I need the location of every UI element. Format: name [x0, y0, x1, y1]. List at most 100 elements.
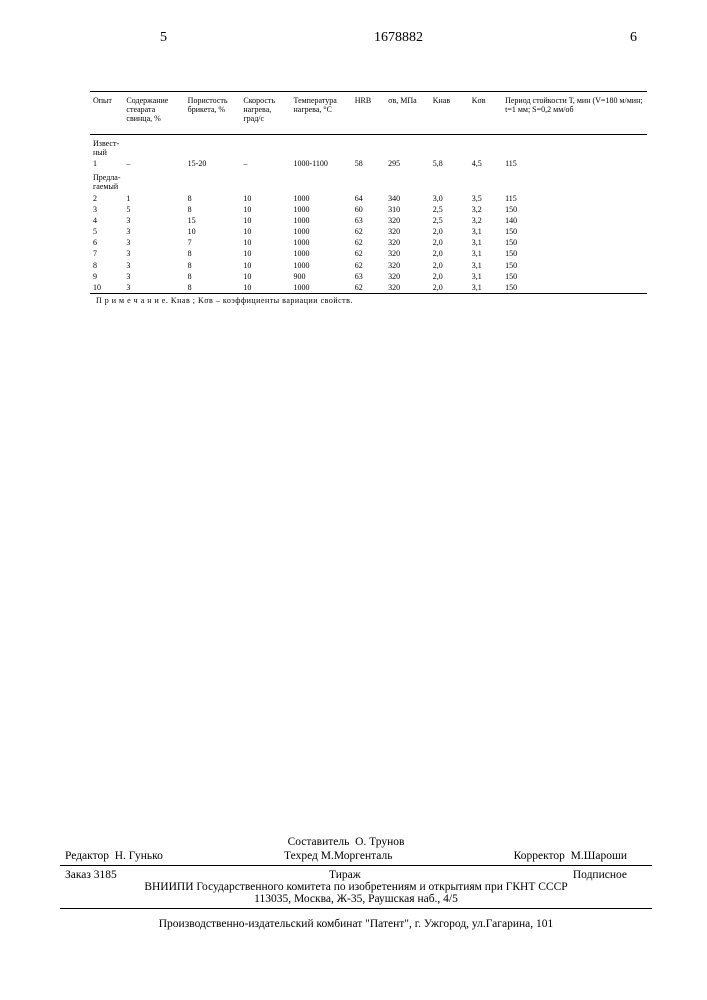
corrector: Корректор М.Шароши [514, 850, 627, 862]
table-cell: 320 [385, 237, 430, 248]
table-cell: 1000 [290, 248, 351, 259]
table-cell: 3,2 [469, 215, 502, 226]
table-cell: 10 [240, 226, 290, 237]
table-cell: 10 [240, 260, 290, 271]
table-body: Извест- ный1–15-20–1000-1100582955,84,51… [90, 134, 647, 294]
table-cell: 320 [385, 215, 430, 226]
table-cell: 320 [385, 271, 430, 282]
table-cell: 2,0 [430, 260, 469, 271]
table-cell: – [123, 158, 184, 169]
table-cell: 2 [90, 193, 123, 204]
divider [60, 865, 652, 866]
table-cell: 3,5 [469, 193, 502, 204]
table-cell: 310 [385, 204, 430, 215]
table-row: 5310101000623202,03,1150 [90, 226, 647, 237]
table-cell: 1000 [290, 260, 351, 271]
publisher-line1: ВНИИПИ Государственного комитета по изоб… [60, 881, 652, 893]
column-header: Kнав [430, 92, 469, 135]
table-cell: 320 [385, 260, 430, 271]
table-cell: 3,1 [469, 237, 502, 248]
table-cell: – [240, 158, 290, 169]
table-cell: 62 [352, 248, 385, 259]
table-cell: 10 [240, 215, 290, 226]
table-row: 218101000643403,03,5115 [90, 193, 647, 204]
table-cell: 150 [502, 226, 647, 237]
table-cell: 1000 [290, 204, 351, 215]
table-cell: 58 [352, 158, 385, 169]
subscribe: Подписное [573, 869, 627, 881]
table-cell: 8 [185, 260, 241, 271]
table-row: 1–15-20–1000-1100582955,84,5115 [90, 158, 647, 169]
section-label: Извест- ный [90, 134, 647, 158]
data-table: ОпытСодержание стеарата свинца, %Пористо… [90, 91, 647, 294]
table-cell: 3,0 [430, 193, 469, 204]
column-header: HRB [352, 92, 385, 135]
table-cell: 63 [352, 271, 385, 282]
table-cell: 4,5 [469, 158, 502, 169]
column-header: Опыт [90, 92, 123, 135]
table-row: 4315101000633202,53,2140 [90, 215, 647, 226]
table-cell: 10 [240, 204, 290, 215]
table-cell: 8 [185, 271, 241, 282]
table-cell: 3 [123, 260, 184, 271]
table-cell: 7 [185, 237, 241, 248]
table-cell: 3 [123, 282, 184, 294]
table-cell: 150 [502, 282, 647, 294]
table-cell: 1000 [290, 215, 351, 226]
table-cell: 6 [90, 237, 123, 248]
table-cell: 3 [123, 226, 184, 237]
page-header: 5 1678882 6 [90, 30, 647, 46]
document-number: 1678882 [374, 30, 423, 46]
section-label-row: Предла- гаемый [90, 169, 647, 192]
table-cell: 2,0 [430, 271, 469, 282]
table-cell: 1000 [290, 282, 351, 294]
table-cell: 5 [123, 204, 184, 215]
table-cell: 150 [502, 271, 647, 282]
table-cell: 8 [185, 282, 241, 294]
table-row: 93810900633202,03,1150 [90, 271, 647, 282]
table-row: 637101000623202,03,1150 [90, 237, 647, 248]
column-header: Температура нагрева, °С [290, 92, 351, 135]
table-cell: 3 [123, 248, 184, 259]
table-cell: 2,5 [430, 204, 469, 215]
table-cell: 8 [90, 260, 123, 271]
section-label-row: Извест- ный [90, 134, 647, 158]
table-cell: 320 [385, 226, 430, 237]
table-cell: 3,1 [469, 260, 502, 271]
table-cell: 8 [185, 204, 241, 215]
table-cell: 340 [385, 193, 430, 204]
table-cell: 1 [123, 193, 184, 204]
table-cell: 115 [502, 158, 647, 169]
table-cell: 8 [185, 193, 241, 204]
table-cell: 3 [90, 204, 123, 215]
table-cell: 2,0 [430, 248, 469, 259]
table-cell: 10 [240, 248, 290, 259]
table-cell: 7 [90, 248, 123, 259]
table-cell: 62 [352, 282, 385, 294]
table-cell: 5,8 [430, 158, 469, 169]
table-cell: 10 [240, 237, 290, 248]
table-cell: 1000 [290, 193, 351, 204]
column-header: σв, МПа [385, 92, 430, 135]
table-row: 1038101000623202,03,1150 [90, 282, 647, 294]
table-cell: 150 [502, 260, 647, 271]
publisher-line2: 113035, Москва, Ж-35, Раушская наб., 4/5 [60, 893, 652, 905]
table-cell: 2,5 [430, 215, 469, 226]
table-cell: 1 [90, 158, 123, 169]
table-cell: 4 [90, 215, 123, 226]
document-footer: Составитель О. Трунов Редактор Н. Гунько… [60, 836, 652, 930]
table-cell: 150 [502, 204, 647, 215]
table-cell: 115 [502, 193, 647, 204]
table-cell: 10 [185, 226, 241, 237]
table-cell: 150 [502, 237, 647, 248]
column-header: Содержание стеарата свинца, % [123, 92, 184, 135]
column-header: Пористость брикета, % [185, 92, 241, 135]
table-cell: 1000 [290, 226, 351, 237]
column-header: Kσв [469, 92, 502, 135]
publisher-line3: Производственно-издательский комбинат "П… [60, 918, 652, 930]
divider [60, 908, 652, 909]
table-cell: 3 [123, 237, 184, 248]
column-header: Скорость нагрева, град/с [240, 92, 290, 135]
table-note: П р и м е ч а н и е. Kнав ; Kσв – коэффи… [90, 294, 647, 305]
table-cell: 3,1 [469, 226, 502, 237]
